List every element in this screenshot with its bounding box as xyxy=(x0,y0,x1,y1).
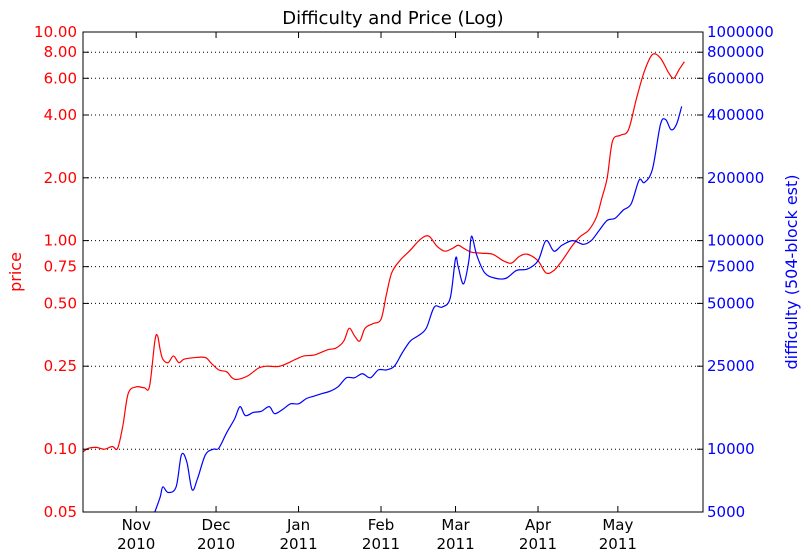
x-tick-label-year: 2011 xyxy=(362,535,400,553)
x-tick-label-month: Apr xyxy=(525,516,552,534)
grid-layer xyxy=(83,51,703,450)
x-tick-label-year: 2011 xyxy=(436,535,474,553)
x-tick-label-month: Jan xyxy=(286,516,310,534)
right-tick-label: 10000 xyxy=(707,440,755,458)
left-tick-label: 0.75 xyxy=(44,258,77,276)
left-tick-label: 2.00 xyxy=(44,169,77,187)
right-axis-ticks: 5000 10000 25000 50000 75000 100000 200000 4000… xyxy=(697,23,774,521)
left-tick-label: 10.00 xyxy=(34,23,77,41)
chart-title: Difficulty and Price (Log) xyxy=(282,8,503,29)
x-tick-label-month: Mar xyxy=(441,516,470,534)
right-tick-label: 75000 xyxy=(707,258,755,276)
plot-frame xyxy=(82,31,704,513)
right-tick-label: 800000 xyxy=(707,43,764,61)
left-tick-label: 0.10 xyxy=(44,440,77,458)
x-tick-label-year: 2010 xyxy=(197,535,235,553)
right-tick-label: 100000 xyxy=(707,232,764,250)
left-tick-label: 4.00 xyxy=(44,106,77,124)
x-axis-ticks: Nov2010Dec2010Jan2011Feb2011Mar2011Apr20… xyxy=(117,32,637,553)
x-tick-label-month: Nov xyxy=(122,516,151,534)
left-tick-label: 6.00 xyxy=(44,69,77,87)
right-tick-label: 600000 xyxy=(707,69,764,87)
right-tick-label: 50000 xyxy=(707,294,755,312)
left-tick-label: 0.05 xyxy=(44,503,77,521)
left-axis-ticks: 0.05 0.10 0.25 0.50 0.75 1.00 2.00 4.00 6.00 8.00… xyxy=(34,23,89,521)
x-tick-label-month: Feb xyxy=(368,516,395,534)
left-tick-label: 0.50 xyxy=(44,294,77,312)
left-axis-label: price xyxy=(6,252,25,292)
series-layer xyxy=(83,53,685,512)
x-tick-label-year: 2011 xyxy=(279,535,317,553)
right-tick-label: 25000 xyxy=(707,357,755,375)
right-tick-label: 5000 xyxy=(707,503,745,521)
right-tick-label: 400000 xyxy=(707,106,764,124)
left-tick-label: 8.00 xyxy=(44,43,77,61)
x-tick-label-month: Dec xyxy=(202,516,231,534)
left-tick-label: 0.25 xyxy=(44,357,77,375)
right-tick-label: 200000 xyxy=(707,169,764,187)
difficulty-series-line xyxy=(154,106,683,512)
right-axis-label: difficulty (504-block est) xyxy=(782,174,801,369)
x-tick-label-month: May xyxy=(602,516,633,534)
x-tick-label-year: 2011 xyxy=(519,535,557,553)
x-tick-label-year: 2010 xyxy=(117,535,155,553)
price-series-line xyxy=(83,53,685,453)
right-tick-label: 1000000 xyxy=(707,23,774,41)
left-tick-label: 1.00 xyxy=(44,232,77,250)
x-tick-label-year: 2011 xyxy=(599,535,637,553)
